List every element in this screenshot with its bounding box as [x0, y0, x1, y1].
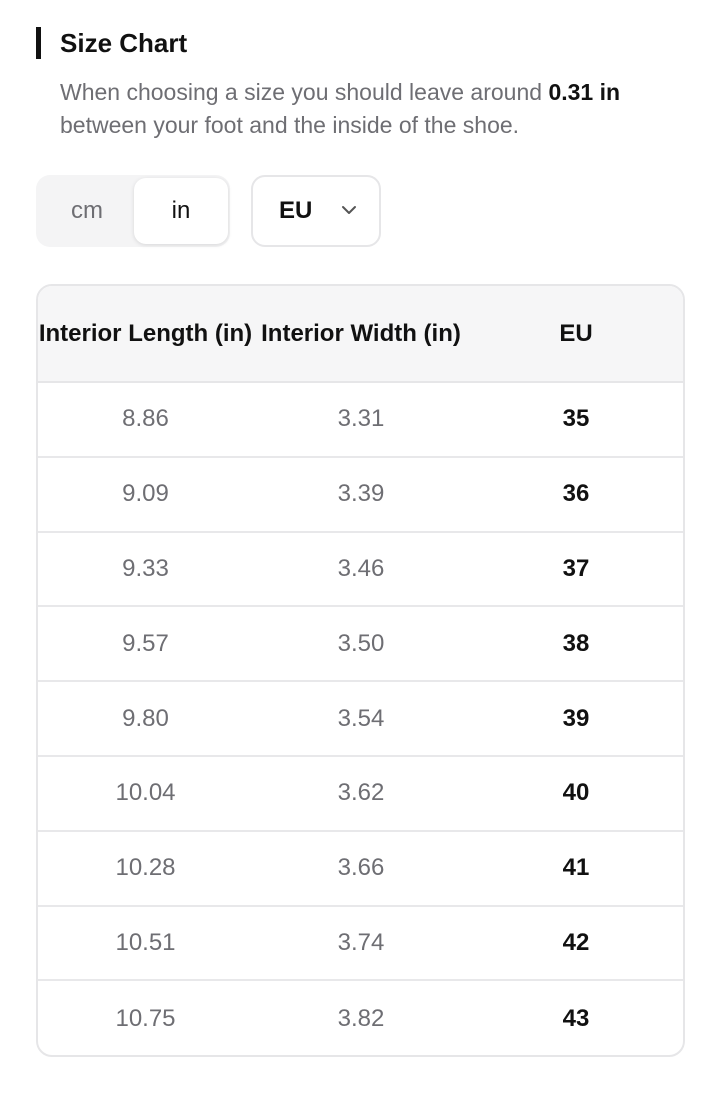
cell-eu-size: 35 — [562, 405, 590, 433]
advice-suffix: between your foot and the inside of the … — [60, 112, 520, 138]
cell-interior-length: 10.04 — [115, 779, 176, 807]
table-row: 10.04 3.62 40 — [38, 757, 683, 832]
table-row: 9.57 3.50 38 — [38, 607, 683, 683]
section-header: Size Chart — [36, 26, 187, 60]
table-row: 9.09 3.39 36 — [38, 458, 683, 533]
table-row: 10.51 3.74 42 — [38, 907, 683, 982]
cell-interior-width: 3.50 — [337, 629, 385, 657]
table-row: 10.75 3.82 43 — [38, 981, 683, 1055]
header-interior-length: Interior Length (in) — [38, 319, 253, 347]
cell-eu-size: 42 — [562, 928, 590, 956]
cell-eu-size: 38 — [562, 629, 590, 657]
unit-option-cm[interactable]: cm — [71, 197, 103, 224]
cell-interior-width: 3.31 — [337, 405, 385, 433]
cell-interior-length: 10.51 — [115, 928, 176, 956]
size-advice-text: When choosing a size you should leave ar… — [60, 76, 680, 142]
title-accent-bar — [36, 27, 41, 59]
table-row: 9.80 3.54 39 — [38, 682, 683, 757]
table-row: 9.33 3.46 37 — [38, 533, 683, 608]
cell-interior-width: 3.46 — [337, 554, 385, 582]
cell-interior-length: 9.33 — [122, 554, 169, 582]
cell-interior-width: 3.74 — [337, 928, 385, 956]
table-row: 10.28 3.66 41 — [38, 832, 683, 907]
cell-interior-length: 9.80 — [122, 704, 169, 732]
cell-eu-size: 39 — [562, 704, 590, 732]
unit-toggle: cm in — [36, 175, 230, 247]
cell-interior-width: 3.62 — [337, 779, 385, 807]
region-select-value: EU — [279, 197, 313, 224]
cell-interior-width: 3.82 — [337, 1004, 385, 1032]
cell-eu-size: 36 — [562, 480, 590, 508]
advice-prefix: When choosing a size you should leave ar… — [60, 79, 549, 105]
cell-eu-size: 43 — [562, 1004, 590, 1032]
cell-eu-size: 37 — [562, 554, 590, 582]
cell-interior-width: 3.39 — [337, 480, 385, 508]
cell-interior-length: 8.86 — [122, 405, 169, 433]
size-region-select[interactable]: EU — [251, 175, 381, 247]
page-title: Size Chart — [60, 27, 188, 58]
cell-interior-length: 10.28 — [115, 854, 176, 882]
cell-interior-width: 3.54 — [337, 704, 385, 732]
header-eu: EU — [559, 319, 593, 347]
advice-value: 0.31 in — [548, 79, 621, 105]
cell-interior-width: 3.66 — [337, 854, 385, 882]
header-interior-width: Interior Width (in) — [261, 319, 461, 347]
table-header: Interior Length (in) Interior Width (in)… — [38, 286, 683, 383]
table-body: 8.86 3.31 35 9.09 3.39 36 9.33 3.46 37 9.57 3.50 38… — [38, 383, 683, 1055]
cell-eu-size: 40 — [562, 779, 590, 807]
cell-eu-size: 41 — [562, 854, 590, 882]
table-row: 8.86 3.31 35 — [38, 383, 683, 458]
size-table: Interior Length (in) Interior Width (in)… — [36, 284, 685, 1057]
cell-interior-length: 9.57 — [122, 629, 169, 657]
cell-interior-length: 10.75 — [115, 1004, 176, 1032]
chevron-down-icon — [342, 206, 356, 214]
unit-option-in[interactable]: in — [134, 178, 228, 244]
cell-interior-length: 9.09 — [122, 480, 169, 508]
